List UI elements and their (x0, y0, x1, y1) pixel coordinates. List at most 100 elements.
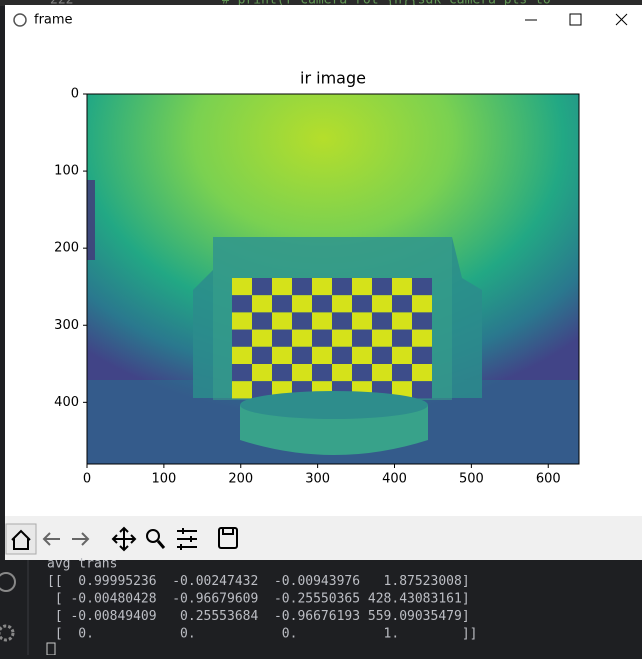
y-tick-label: 300 (54, 318, 79, 333)
x-tick-label: 400 (382, 472, 407, 487)
checker (372, 364, 392, 382)
window-title: frame (34, 13, 73, 28)
checker (332, 346, 352, 364)
ir-image (87, 94, 579, 464)
checker (352, 364, 372, 382)
checker (332, 278, 352, 296)
checker (332, 329, 352, 347)
y-tick-label: 0 (71, 87, 79, 102)
home-button[interactable] (5, 523, 37, 555)
checker (412, 329, 432, 347)
window-icon (13, 13, 27, 27)
x-tick-label: 0 (83, 472, 91, 487)
checker (312, 278, 332, 296)
checker (312, 329, 332, 347)
checker (292, 278, 312, 296)
checker (292, 295, 312, 313)
console-line: [ -0.00849409 0.25553684 -0.96676193 559… (47, 609, 470, 624)
checker (232, 312, 252, 330)
checker (312, 295, 332, 313)
checker (392, 364, 412, 382)
console-line: avg trans (47, 557, 117, 572)
checker (352, 278, 372, 296)
checker (232, 364, 252, 382)
settings-icon[interactable] (0, 624, 15, 642)
checker (412, 381, 432, 399)
checker (412, 278, 432, 296)
checker (292, 329, 312, 347)
checker (372, 329, 392, 347)
checker (352, 346, 372, 364)
y-tick-label: 100 (54, 164, 79, 179)
checker (392, 329, 412, 347)
checker (352, 312, 372, 330)
pan-button[interactable] (111, 526, 137, 552)
checker (392, 381, 412, 399)
line-number: 222 (50, 0, 73, 8)
checker (372, 312, 392, 330)
checker (352, 329, 372, 347)
checker (252, 295, 272, 313)
checker (252, 364, 272, 382)
sidebar-icon[interactable] (0, 572, 16, 592)
console-line: [ 0. 0. 0. 1. ]] (47, 627, 477, 642)
checker (392, 295, 412, 313)
checker (392, 278, 412, 296)
zoom-button[interactable] (146, 529, 160, 543)
y-tick-label: 200 (54, 241, 79, 256)
checker (252, 329, 272, 347)
x-tick-label: 200 (228, 472, 253, 487)
zoom-handle (156, 540, 166, 549)
checker (232, 381, 252, 399)
checker (232, 346, 252, 364)
checker (312, 312, 332, 330)
x-tick-label: 500 (459, 472, 484, 487)
checker (232, 329, 252, 347)
home-icon (11, 529, 31, 550)
axes-frame (86, 93, 580, 465)
checker (392, 346, 412, 364)
checker (332, 295, 352, 313)
checker (292, 346, 312, 364)
checker (332, 312, 352, 330)
checker (372, 278, 392, 296)
console-line: [ -0.00480428 -0.96679609 -0.25550365 42… (47, 592, 470, 607)
cursor (46, 642, 56, 656)
checker (312, 364, 332, 382)
x-tick-label: 600 (536, 472, 561, 487)
checker (272, 329, 292, 347)
checker (372, 346, 392, 364)
checker (412, 295, 432, 313)
checker (412, 364, 432, 382)
checker (232, 278, 252, 296)
checker (412, 312, 432, 330)
checker (252, 346, 272, 364)
checker (252, 278, 272, 296)
editor-strip (0, 0, 642, 6)
checker (232, 295, 252, 313)
checker (252, 381, 272, 399)
checker (272, 346, 292, 364)
checker (272, 278, 292, 296)
y-tick-label: 400 (54, 395, 79, 410)
checker (392, 312, 412, 330)
forward-button[interactable] (72, 532, 90, 546)
back-button[interactable] (42, 532, 60, 546)
checker (412, 346, 432, 364)
maximize-button[interactable] (569, 13, 582, 26)
checker (272, 364, 292, 382)
close-button[interactable] (615, 13, 628, 26)
code-line: # print(f'camera rot {n}{sdk_camera_pts_… (222, 0, 551, 8)
checker (292, 312, 312, 330)
checker (292, 364, 312, 382)
checker (332, 364, 352, 382)
checker (352, 295, 372, 313)
checker (272, 312, 292, 330)
x-tick-label: 100 (151, 472, 176, 487)
checker (312, 346, 332, 364)
console-line: [[ 0.99995236 -0.00247432 -0.00943976 1.… (47, 574, 470, 589)
plot-title: ir image (300, 69, 366, 88)
configure-button[interactable] (177, 528, 197, 550)
toolbar (5, 516, 642, 560)
